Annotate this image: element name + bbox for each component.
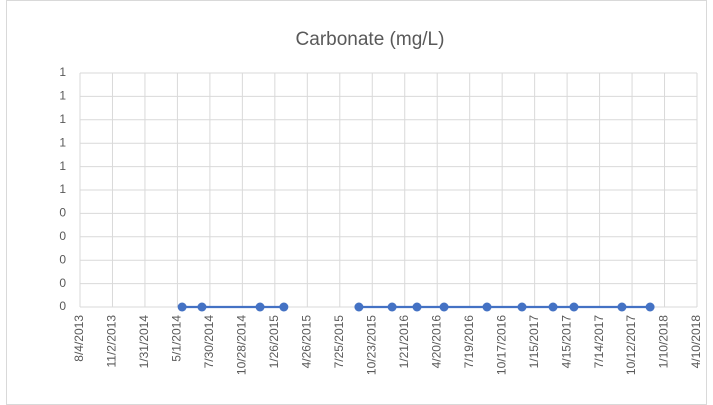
- x-tick-label: 10/12/2017: [624, 315, 638, 375]
- marker: [569, 302, 579, 312]
- chart-title: Carbonate (mg/L): [296, 29, 445, 50]
- marker: [412, 302, 422, 312]
- x-tick-label: 5/1/2014: [170, 315, 184, 362]
- marker: [197, 302, 207, 312]
- x-tick-label: 7/14/2017: [592, 315, 606, 369]
- marker: [387, 302, 397, 312]
- x-tick-label: 1/31/2014: [137, 315, 151, 369]
- x-tick-label: 8/4/2013: [72, 315, 86, 362]
- y-tick-label: 0: [59, 299, 66, 313]
- marker: [617, 302, 627, 312]
- marker: [279, 302, 289, 312]
- y-tick-label: 0: [59, 206, 66, 220]
- y-tick-label: 0: [59, 276, 66, 290]
- y-tick-label: 1: [59, 135, 66, 149]
- marker: [482, 302, 492, 312]
- y-tick-label: 1: [59, 65, 66, 79]
- marker: [645, 302, 655, 312]
- marker: [517, 302, 527, 312]
- x-tick-label: 4/20/2016: [429, 315, 443, 369]
- y-tick-label: 0: [59, 252, 66, 266]
- chart-border: [6, 0, 707, 405]
- marker: [177, 302, 187, 312]
- y-tick-label: 0: [59, 229, 66, 243]
- x-tick-label: 11/2/2013: [105, 315, 119, 368]
- x-tick-label: 1/15/2017: [527, 315, 541, 369]
- marker: [255, 302, 265, 312]
- y-tick-label: 1: [59, 112, 66, 126]
- x-tick-label: 10/17/2016: [494, 315, 508, 375]
- x-tick-label: 4/15/2017: [559, 315, 573, 369]
- y-tick-label: 1: [59, 159, 66, 173]
- marker: [548, 302, 558, 312]
- marker: [439, 302, 449, 312]
- x-tick-label: 4/10/2018: [689, 315, 703, 369]
- x-tick-label: 1/26/2015: [267, 315, 281, 369]
- x-tick-label: 7/30/2014: [202, 315, 216, 369]
- y-tick-label: 1: [59, 182, 66, 196]
- x-tick-label: 10/23/2015: [364, 315, 378, 375]
- y-tick-label: 1: [59, 89, 66, 103]
- x-tick-label: 1/21/2016: [397, 315, 411, 369]
- x-tick-label: 4/26/2015: [299, 315, 313, 369]
- x-tick-label: 7/19/2016: [462, 315, 476, 369]
- x-tick-label: 1/10/2018: [657, 315, 671, 369]
- x-tick-label: 7/25/2015: [332, 315, 346, 369]
- marker: [354, 302, 364, 312]
- x-tick-label: 10/28/2014: [235, 315, 249, 375]
